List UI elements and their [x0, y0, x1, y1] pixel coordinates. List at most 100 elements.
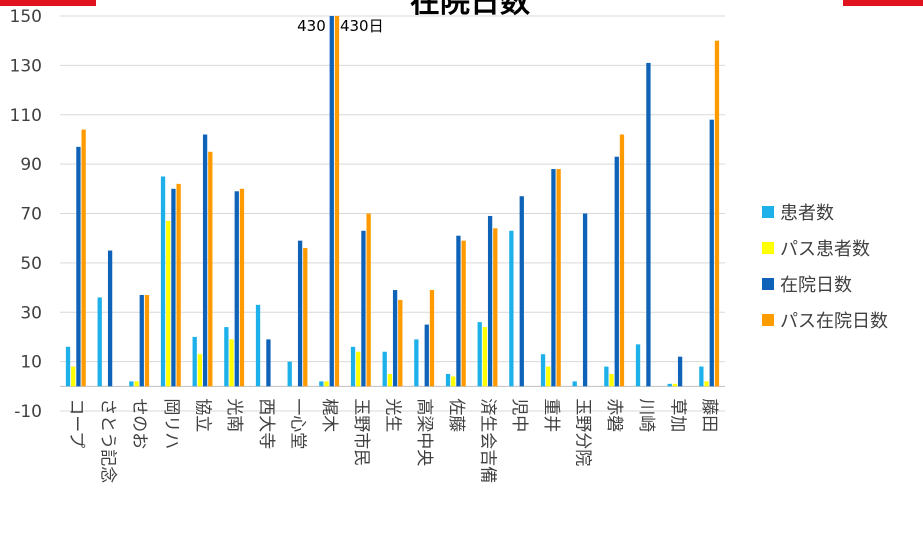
bar [487, 215, 493, 387]
bar [255, 304, 261, 387]
x-axis-category-labels: コープ さとう記念 せのお 岡リハ 協立 光南 西大寺 一心堂 梶木 玉野市民 光生 高梁中央 佐藤 済生… [66, 398, 719, 483]
x-category-label: 児中 [509, 398, 529, 432]
data-labels: 430 430日 [297, 17, 383, 35]
bar [160, 176, 166, 387]
bar [287, 361, 292, 387]
bar [139, 294, 144, 387]
bar [609, 373, 614, 387]
x-category-label: コープ [66, 398, 86, 448]
x-category-label: 一心堂 [288, 398, 308, 449]
bar [361, 230, 366, 387]
bar [382, 351, 387, 387]
y-tick-label: 130 [10, 56, 42, 76]
bar [202, 134, 208, 387]
x-category-label: 玉野市民 [351, 398, 371, 466]
y-tick-label: 150 [10, 7, 42, 27]
y-tick-label: 10 [20, 353, 42, 373]
bar [208, 151, 213, 387]
x-category-label: 光生 [383, 398, 403, 432]
bar [266, 339, 271, 387]
legend-swatch [762, 277, 774, 290]
bar [445, 373, 451, 387]
data-label: 430日 [340, 17, 384, 35]
x-category-label: 高梁中央 [414, 398, 434, 466]
bar [540, 354, 546, 387]
x-category-label: 川崎 [636, 398, 656, 432]
y-axis-tick-labels: -10 10 30 50 70 90 110 130 150 [10, 7, 42, 422]
bar [704, 381, 709, 387]
bar [81, 129, 86, 387]
bar [97, 297, 102, 387]
bar [71, 366, 76, 387]
bar [166, 220, 171, 387]
bar [456, 235, 461, 387]
bar [424, 324, 429, 387]
x-category-label: 草加 [668, 398, 688, 432]
x-category-label: 梶木 [319, 398, 339, 432]
y-tick-label: 50 [20, 254, 42, 274]
x-category-label: 藤田 [699, 398, 719, 432]
x-category-label: 玉野分院 [573, 398, 593, 466]
bar [303, 248, 308, 387]
bar [234, 191, 239, 387]
legend-item: パス在院日数 [762, 306, 888, 333]
x-category-label: さとう記念 [98, 398, 119, 483]
bar [356, 351, 361, 387]
x-category-label: 光南 [224, 398, 244, 432]
bar [392, 290, 398, 387]
x-category-label: 西大寺 [256, 398, 276, 449]
y-tick-label: 90 [20, 155, 42, 175]
x-category-label: 済生会吉備 [478, 398, 498, 483]
bar [129, 381, 134, 387]
accent-bar-right [843, 0, 923, 6]
bar [239, 188, 245, 387]
legend-swatch [762, 205, 774, 218]
legend-item: パス患者数 [762, 234, 888, 261]
bar [646, 62, 651, 387]
bar [76, 146, 81, 387]
bar [297, 240, 303, 387]
accent-bar-left [0, 0, 96, 6]
x-category-label: 赤磐 [604, 398, 624, 432]
bar [171, 188, 176, 387]
bar [604, 366, 609, 387]
bar [414, 339, 419, 387]
y-tick-label: 110 [10, 106, 42, 126]
bar [387, 373, 393, 387]
bar [667, 383, 672, 387]
legend-label: 患者数 [780, 202, 834, 224]
bar [319, 381, 324, 387]
gridlines [60, 15, 725, 412]
bar [224, 327, 229, 387]
bar [635, 344, 641, 387]
bar [556, 169, 561, 387]
legend-label: パス在院日数 [780, 310, 888, 332]
bar [482, 327, 488, 387]
bar [709, 119, 714, 387]
bar [192, 336, 197, 387]
bar [65, 346, 71, 387]
bar [509, 230, 514, 387]
x-category-label: 岡リハ [161, 398, 181, 449]
bar [477, 322, 482, 387]
y-tick-label: 30 [20, 303, 42, 323]
legend-item: 在院日数 [762, 270, 888, 297]
bar [672, 383, 678, 387]
bar [107, 250, 113, 387]
bar [714, 40, 720, 387]
legend: 患者数パス患者数在院日数パス在院日数 [762, 198, 888, 342]
bar [329, 16, 334, 387]
bar [677, 356, 683, 387]
bar [324, 381, 329, 387]
bar [134, 381, 139, 387]
bar [572, 381, 577, 387]
bar [398, 299, 403, 387]
bar [619, 134, 625, 387]
legend-label: パス患者数 [780, 238, 870, 260]
bar [451, 376, 456, 387]
bar [197, 354, 203, 387]
bar [519, 196, 524, 387]
bar [144, 294, 150, 387]
y-tick-label: -10 [14, 402, 42, 422]
bar [334, 16, 340, 387]
